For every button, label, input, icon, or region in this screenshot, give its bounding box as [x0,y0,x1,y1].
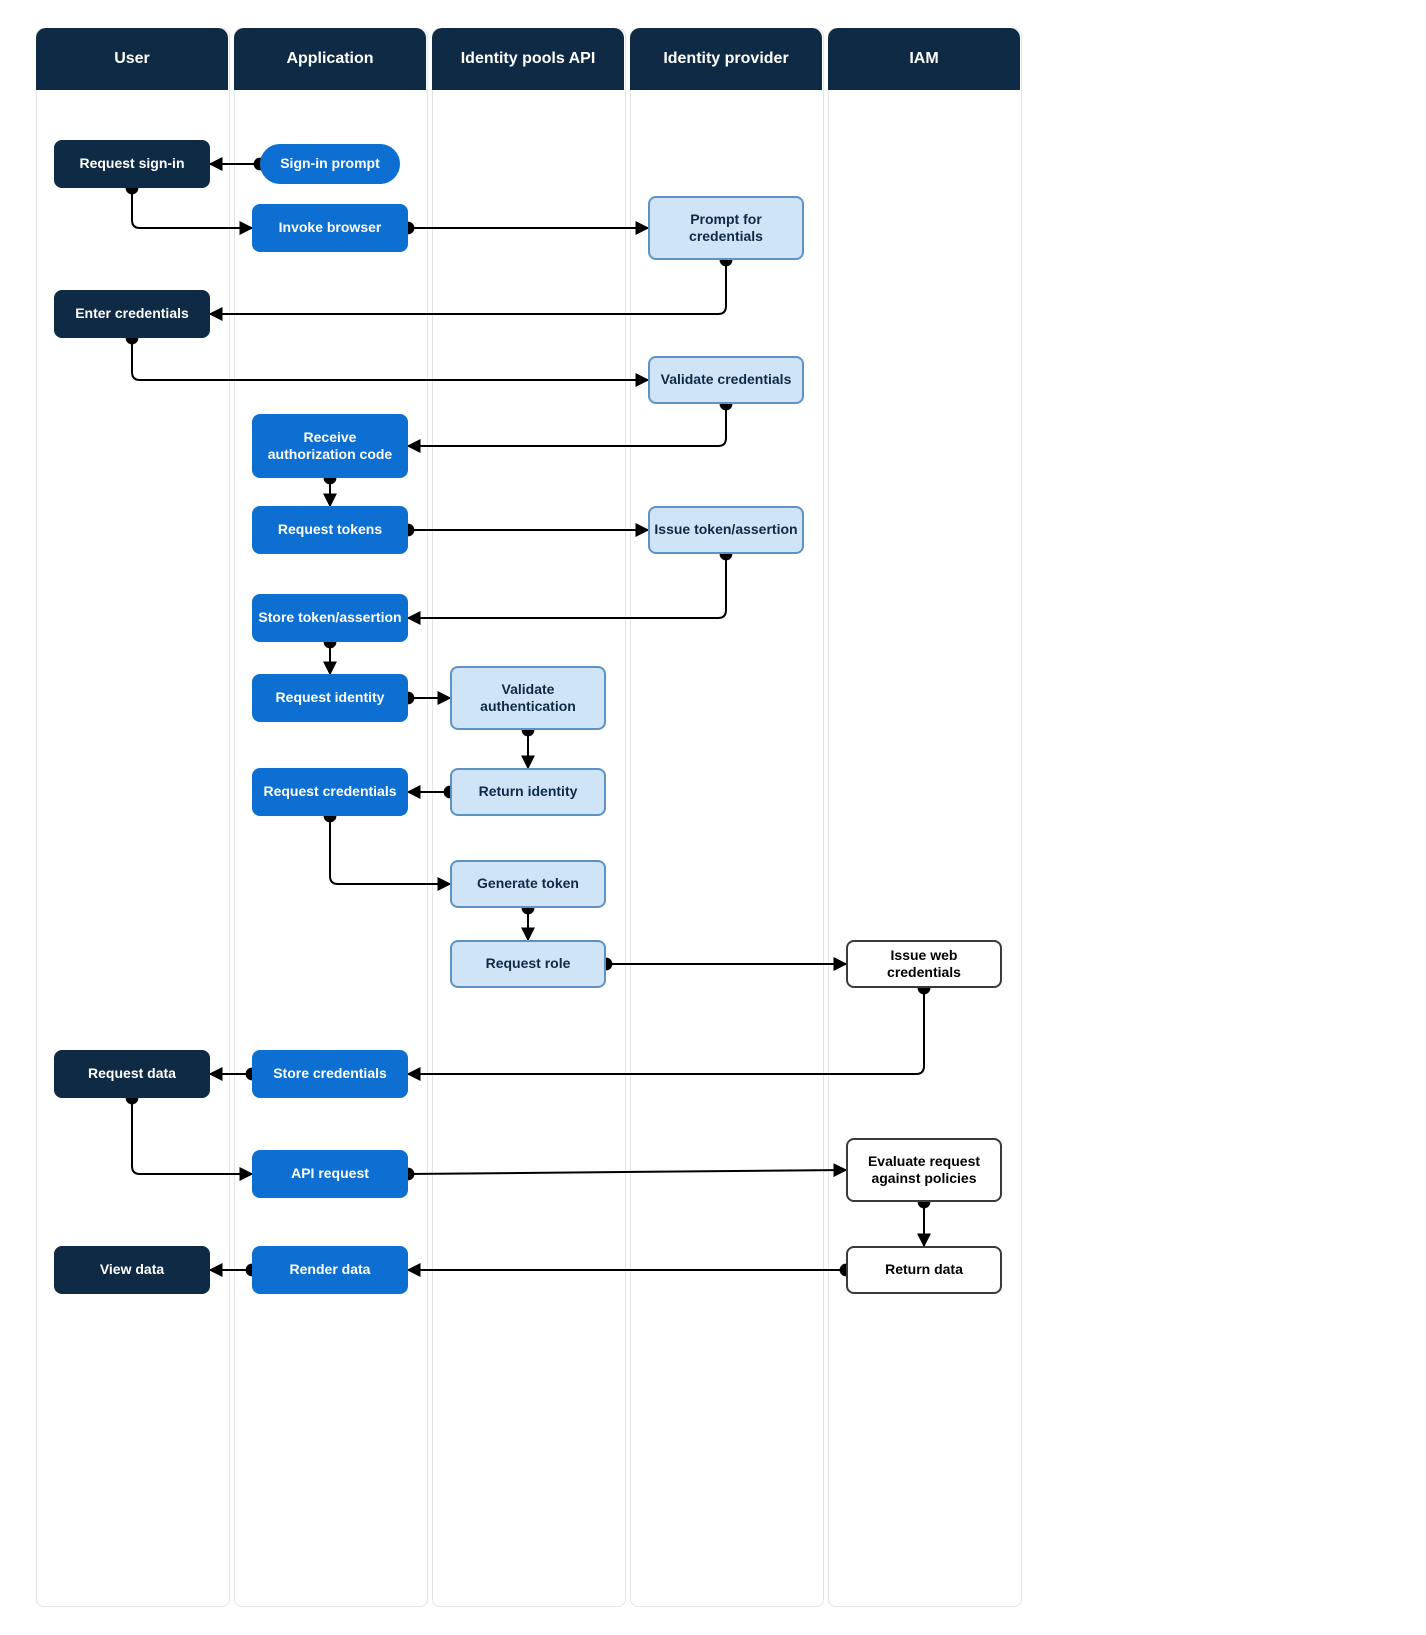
node-enter_creds: Enter credentials [54,290,210,338]
node-signin_prompt: Sign-in prompt [260,144,400,184]
lane-app [234,28,428,1607]
node-receive_authcode: Receive authorization code [252,414,408,478]
lane-header-app: Application [234,28,426,90]
node-request_identity: Request identity [252,674,408,722]
node-evaluate_request: Evaluate request against policies [846,1138,1002,1202]
lane-header-idpools: Identity pools API [432,28,624,90]
node-return_identity: Return identity [450,768,606,816]
node-invoke_browser: Invoke browser [252,204,408,252]
node-generate_token: Generate token [450,860,606,908]
lane-header-idp: Identity provider [630,28,822,90]
lane-iam [828,28,1022,1607]
node-issue_web_creds: Issue web credentials [846,940,1002,988]
node-validate_creds: Validate credentials [648,356,804,404]
node-request_tokens: Request tokens [252,506,408,554]
node-request_data: Request data [54,1050,210,1098]
node-prompt_creds: Prompt for credentials [648,196,804,260]
lane-idpools [432,28,626,1607]
node-store_creds: Store credentials [252,1050,408,1098]
node-issue_token: Issue token/assertion [648,506,804,554]
lane-header-user: User [36,28,228,90]
node-view_data: View data [54,1246,210,1294]
node-render_data: Render data [252,1246,408,1294]
node-request_cred: Request credentials [252,768,408,816]
node-request_role: Request role [450,940,606,988]
node-validate_authn: Validate authentication [450,666,606,730]
node-return_data: Return data [846,1246,1002,1294]
node-store_token: Store token/assertion [252,594,408,642]
flow-diagram: UserApplicationIdentity pools APIIdentit… [0,0,1426,1635]
lane-header-iam: IAM [828,28,1020,90]
lane-user [36,28,230,1607]
node-request_signin: Request sign-in [54,140,210,188]
node-api_request: API request [252,1150,408,1198]
lane-idp [630,28,824,1607]
